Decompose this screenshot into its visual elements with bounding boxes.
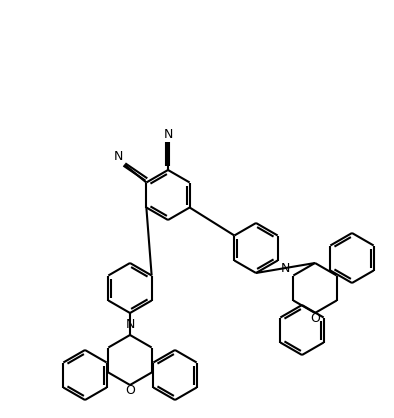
Text: N: N — [113, 150, 123, 163]
Text: N: N — [125, 318, 135, 331]
Text: O: O — [125, 383, 135, 397]
Text: N: N — [281, 262, 290, 275]
Text: O: O — [310, 311, 320, 324]
Text: N: N — [163, 128, 173, 142]
